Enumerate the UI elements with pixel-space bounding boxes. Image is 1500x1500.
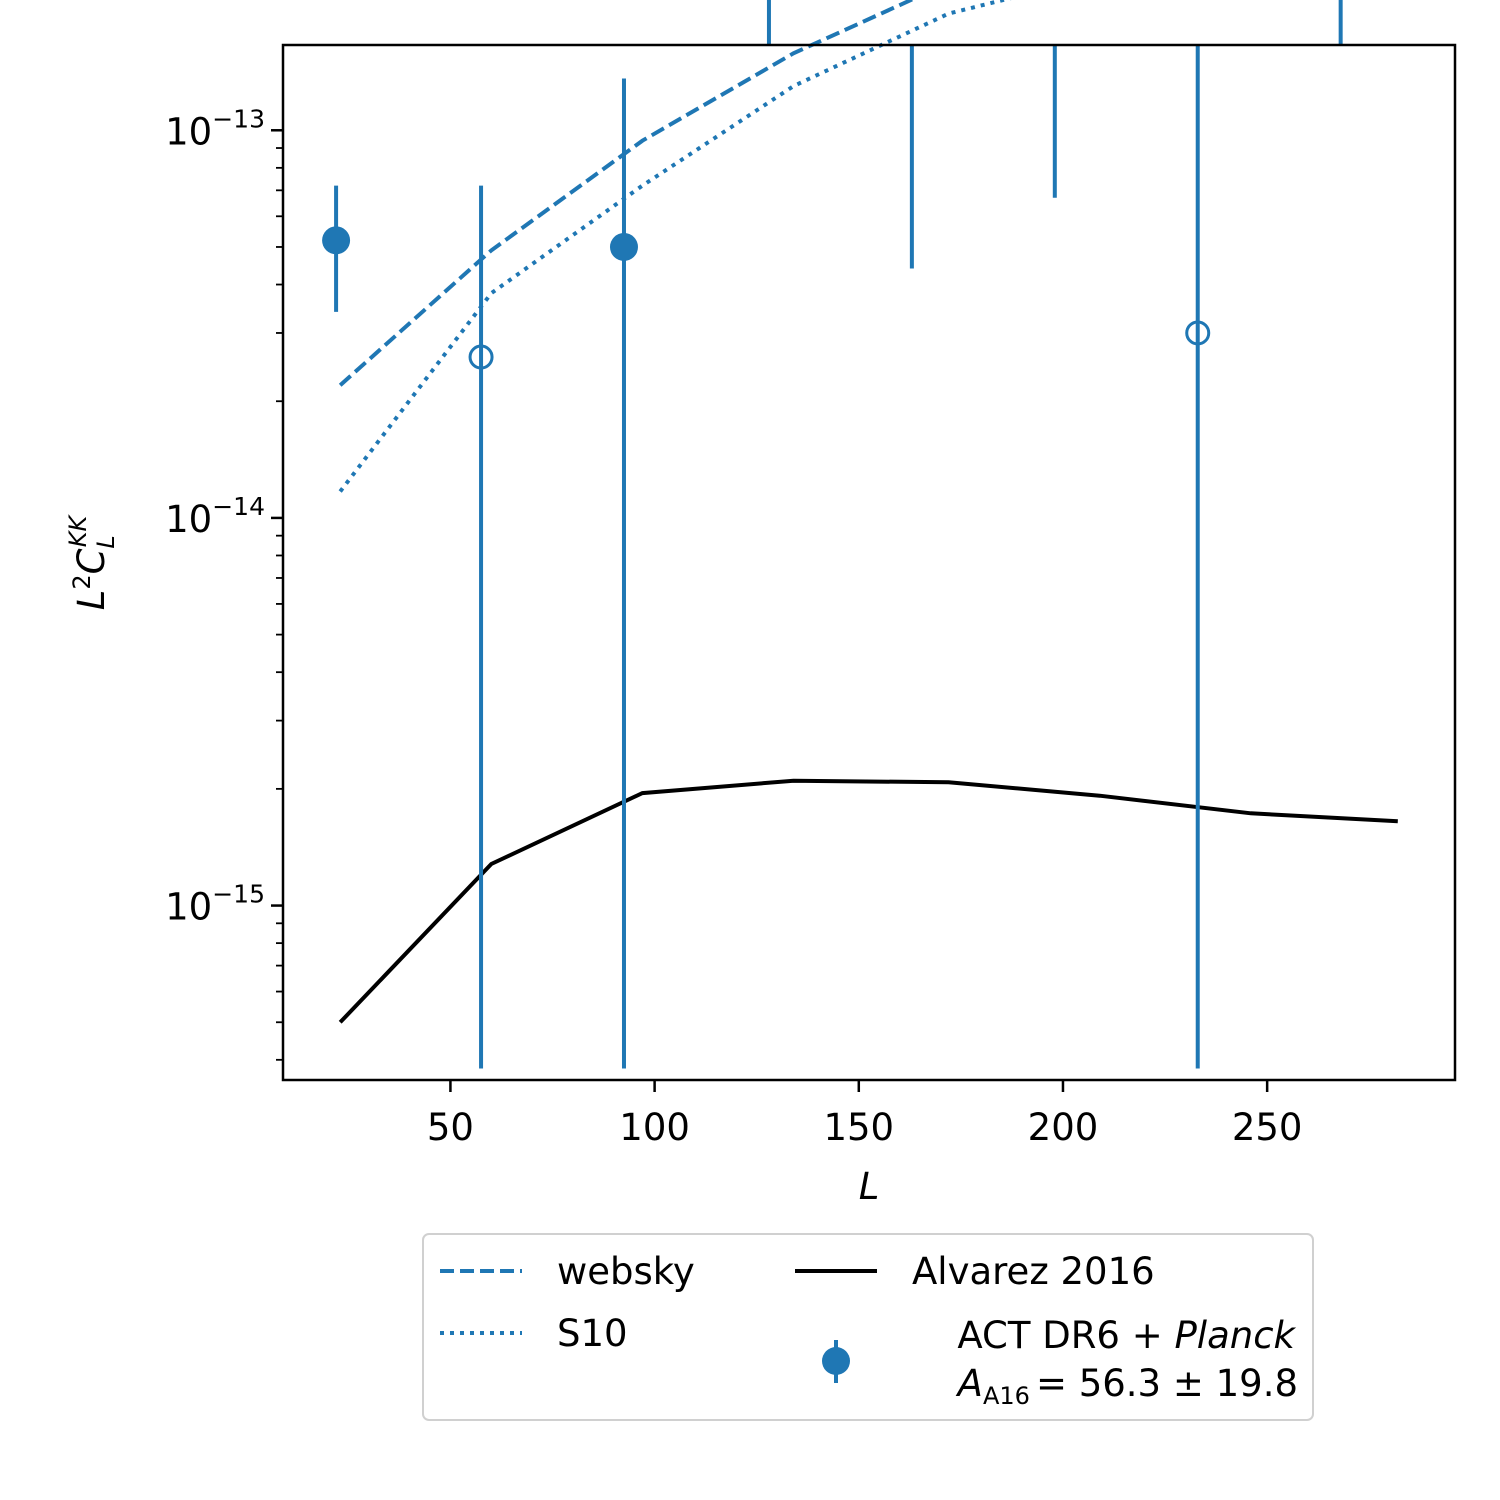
y-axis-label: L2CLKK: [64, 513, 120, 610]
series-layer: [338, 0, 1398, 1024]
legend: websky S10 Alvarez 2016 ACT DR6 + Planck…: [422, 1233, 1314, 1421]
legend-alvarez-label: Alvarez 2016: [912, 1250, 1155, 1293]
legend-s10-label: S10: [557, 1312, 628, 1355]
y-tick-label--15: 10−15: [165, 880, 265, 929]
data-point-2: [609, 232, 638, 261]
legend-act-label-line1: ACT DR6 + Planck: [957, 1314, 1296, 1357]
legend-act-marker: [822, 1347, 850, 1375]
x-tick-label-250: 250: [1232, 1106, 1303, 1149]
series-line-websky: [338, 0, 916, 387]
y-tick-label--14: 10−14: [165, 492, 265, 541]
data-point-0: [322, 226, 351, 255]
series-line-s10: [338, 0, 1012, 493]
y-tick-label--13: 10−13: [165, 104, 265, 153]
legend-box: [422, 1233, 1314, 1421]
legend-websky-label: websky: [557, 1250, 695, 1293]
x-tick-label-150: 150: [823, 1106, 894, 1149]
data-point-6: [1185, 320, 1211, 346]
x-tick-label-50: 50: [427, 1106, 474, 1149]
points-layer: [322, 0, 1343, 1069]
legend-act-label-line2: AA16 = 56.3 ± 19.8: [956, 1362, 1298, 1410]
series-line-alvarez-2016: [338, 778, 1398, 1024]
x-axis-label: L: [859, 1165, 880, 1208]
x-tick-label-100: 100: [619, 1106, 690, 1149]
plot-frame: [281, 43, 1457, 1082]
x-tick-label-200: 200: [1028, 1106, 1099, 1149]
data-point-1: [468, 344, 494, 370]
